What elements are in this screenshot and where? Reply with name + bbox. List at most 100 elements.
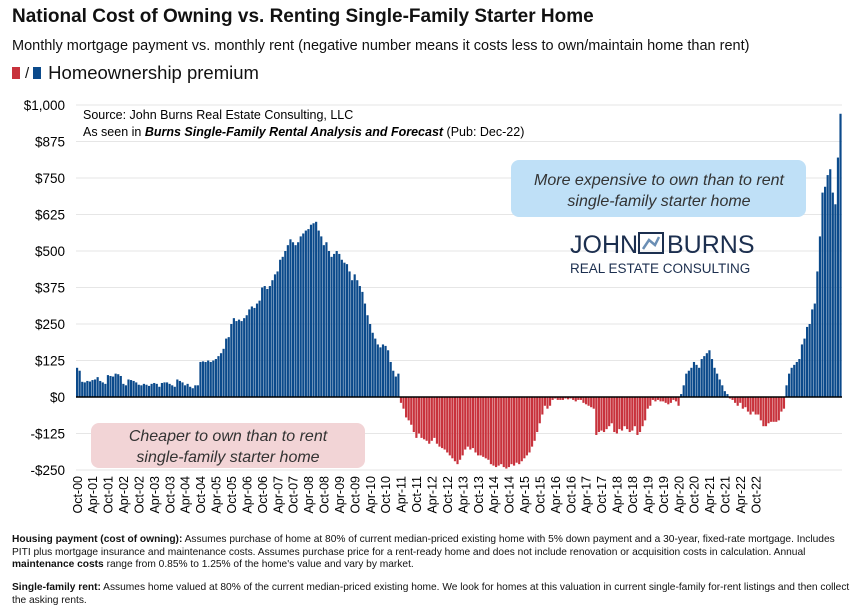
- bar: [525, 397, 528, 456]
- bar: [456, 397, 459, 465]
- x-tick-label: Apr-22: [734, 476, 748, 514]
- bar: [667, 397, 670, 405]
- bar: [695, 364, 698, 397]
- x-tick-label: Apr-12: [426, 476, 440, 514]
- x-tick-label: Apr-08: [302, 476, 316, 514]
- bar: [304, 230, 307, 397]
- y-tick-label: $375: [35, 281, 65, 296]
- bar: [613, 397, 616, 433]
- bar: [171, 385, 174, 397]
- bar: [764, 397, 768, 427]
- bar: [358, 286, 361, 397]
- bar: [232, 318, 235, 397]
- bar: [230, 324, 233, 397]
- bar: [608, 397, 611, 427]
- bar: [713, 367, 716, 397]
- legend-label: Homeownership premium: [48, 62, 259, 83]
- bar: [191, 388, 194, 397]
- bar: [826, 175, 829, 397]
- bar: [656, 397, 660, 400]
- bar: [816, 271, 819, 397]
- bar: [453, 397, 457, 462]
- bar: [798, 359, 801, 397]
- bar: [389, 361, 392, 397]
- bar: [703, 356, 706, 397]
- bar: [641, 397, 644, 427]
- bar: [726, 394, 729, 397]
- bar: [762, 397, 765, 427]
- x-tick-label: Oct-07: [287, 476, 301, 514]
- bar: [183, 385, 187, 397]
- bar: [297, 242, 300, 397]
- bar: [476, 397, 480, 456]
- bar: [201, 361, 205, 397]
- bar: [752, 397, 755, 412]
- bar: [312, 223, 315, 397]
- bar: [664, 397, 667, 403]
- bar: [566, 397, 570, 400]
- bar: [279, 259, 282, 397]
- bar: [777, 397, 780, 421]
- bar: [813, 303, 816, 397]
- john-burns-logo: JOHN BURNS REAL ESTATE CONSULTING: [570, 231, 755, 276]
- x-axis-ticks: Oct-00 Apr-01 Oct-01 Apr-02 Oct-02 Apr-03 Oct-…: [71, 476, 764, 514]
- bar: [142, 383, 145, 397]
- x-tick-label: Apr-18: [611, 476, 625, 514]
- bar: [356, 280, 359, 397]
- footnote-housing-text: Assumes purchase of home at 80% of curre…: [12, 534, 835, 558]
- bar: [109, 375, 112, 397]
- bar: [775, 397, 778, 422]
- bar: [132, 380, 135, 397]
- x-tick-label: Oct-21: [719, 476, 733, 514]
- bar: [430, 397, 433, 441]
- bar: [93, 379, 97, 397]
- bar: [194, 385, 197, 397]
- bar: [538, 397, 541, 424]
- bar: [772, 397, 775, 422]
- bar: [754, 397, 757, 415]
- bar: [548, 397, 552, 406]
- x-tick-label: Apr-20: [672, 476, 686, 514]
- bar: [623, 397, 626, 427]
- annotation-expensive-line-2: single-family starter home: [567, 193, 750, 210]
- bar: [150, 383, 153, 397]
- bar: [587, 397, 590, 406]
- logo-burns: BURNS: [667, 231, 755, 259]
- bar: [451, 397, 454, 459]
- y-tick-label: $1,000: [24, 98, 65, 113]
- bar: [374, 338, 377, 397]
- bar: [361, 291, 364, 397]
- bar: [160, 382, 163, 397]
- bar: [484, 397, 487, 459]
- bar: [700, 359, 703, 397]
- bar: [330, 256, 333, 397]
- bar: [698, 367, 701, 397]
- bar: [502, 397, 505, 468]
- bar: [124, 385, 128, 397]
- bar: [273, 274, 277, 397]
- bar: [800, 344, 804, 397]
- bar: [114, 373, 117, 397]
- bar: [592, 397, 595, 409]
- footnote-housing: Housing payment (cost of owning): Assume…: [12, 534, 852, 572]
- bar: [222, 348, 225, 397]
- bar: [500, 397, 503, 465]
- bar: [818, 236, 822, 397]
- footnote-rent: Single-family rent: Assumes home valued …: [12, 582, 852, 607]
- bar: [417, 397, 421, 434]
- bar: [135, 382, 138, 397]
- x-tick-label: Oct-09: [348, 476, 362, 514]
- bar: [96, 377, 99, 397]
- bar: [302, 233, 305, 397]
- bar: [158, 386, 161, 397]
- bar: [181, 382, 184, 397]
- bar: [266, 288, 269, 397]
- bar: [551, 397, 554, 400]
- bar: [99, 380, 102, 397]
- bar: [785, 385, 788, 397]
- bar: [345, 264, 349, 397]
- bar: [412, 397, 415, 433]
- bar: [803, 338, 806, 397]
- legend-swatch-negative: [12, 67, 20, 79]
- bar: [518, 397, 521, 465]
